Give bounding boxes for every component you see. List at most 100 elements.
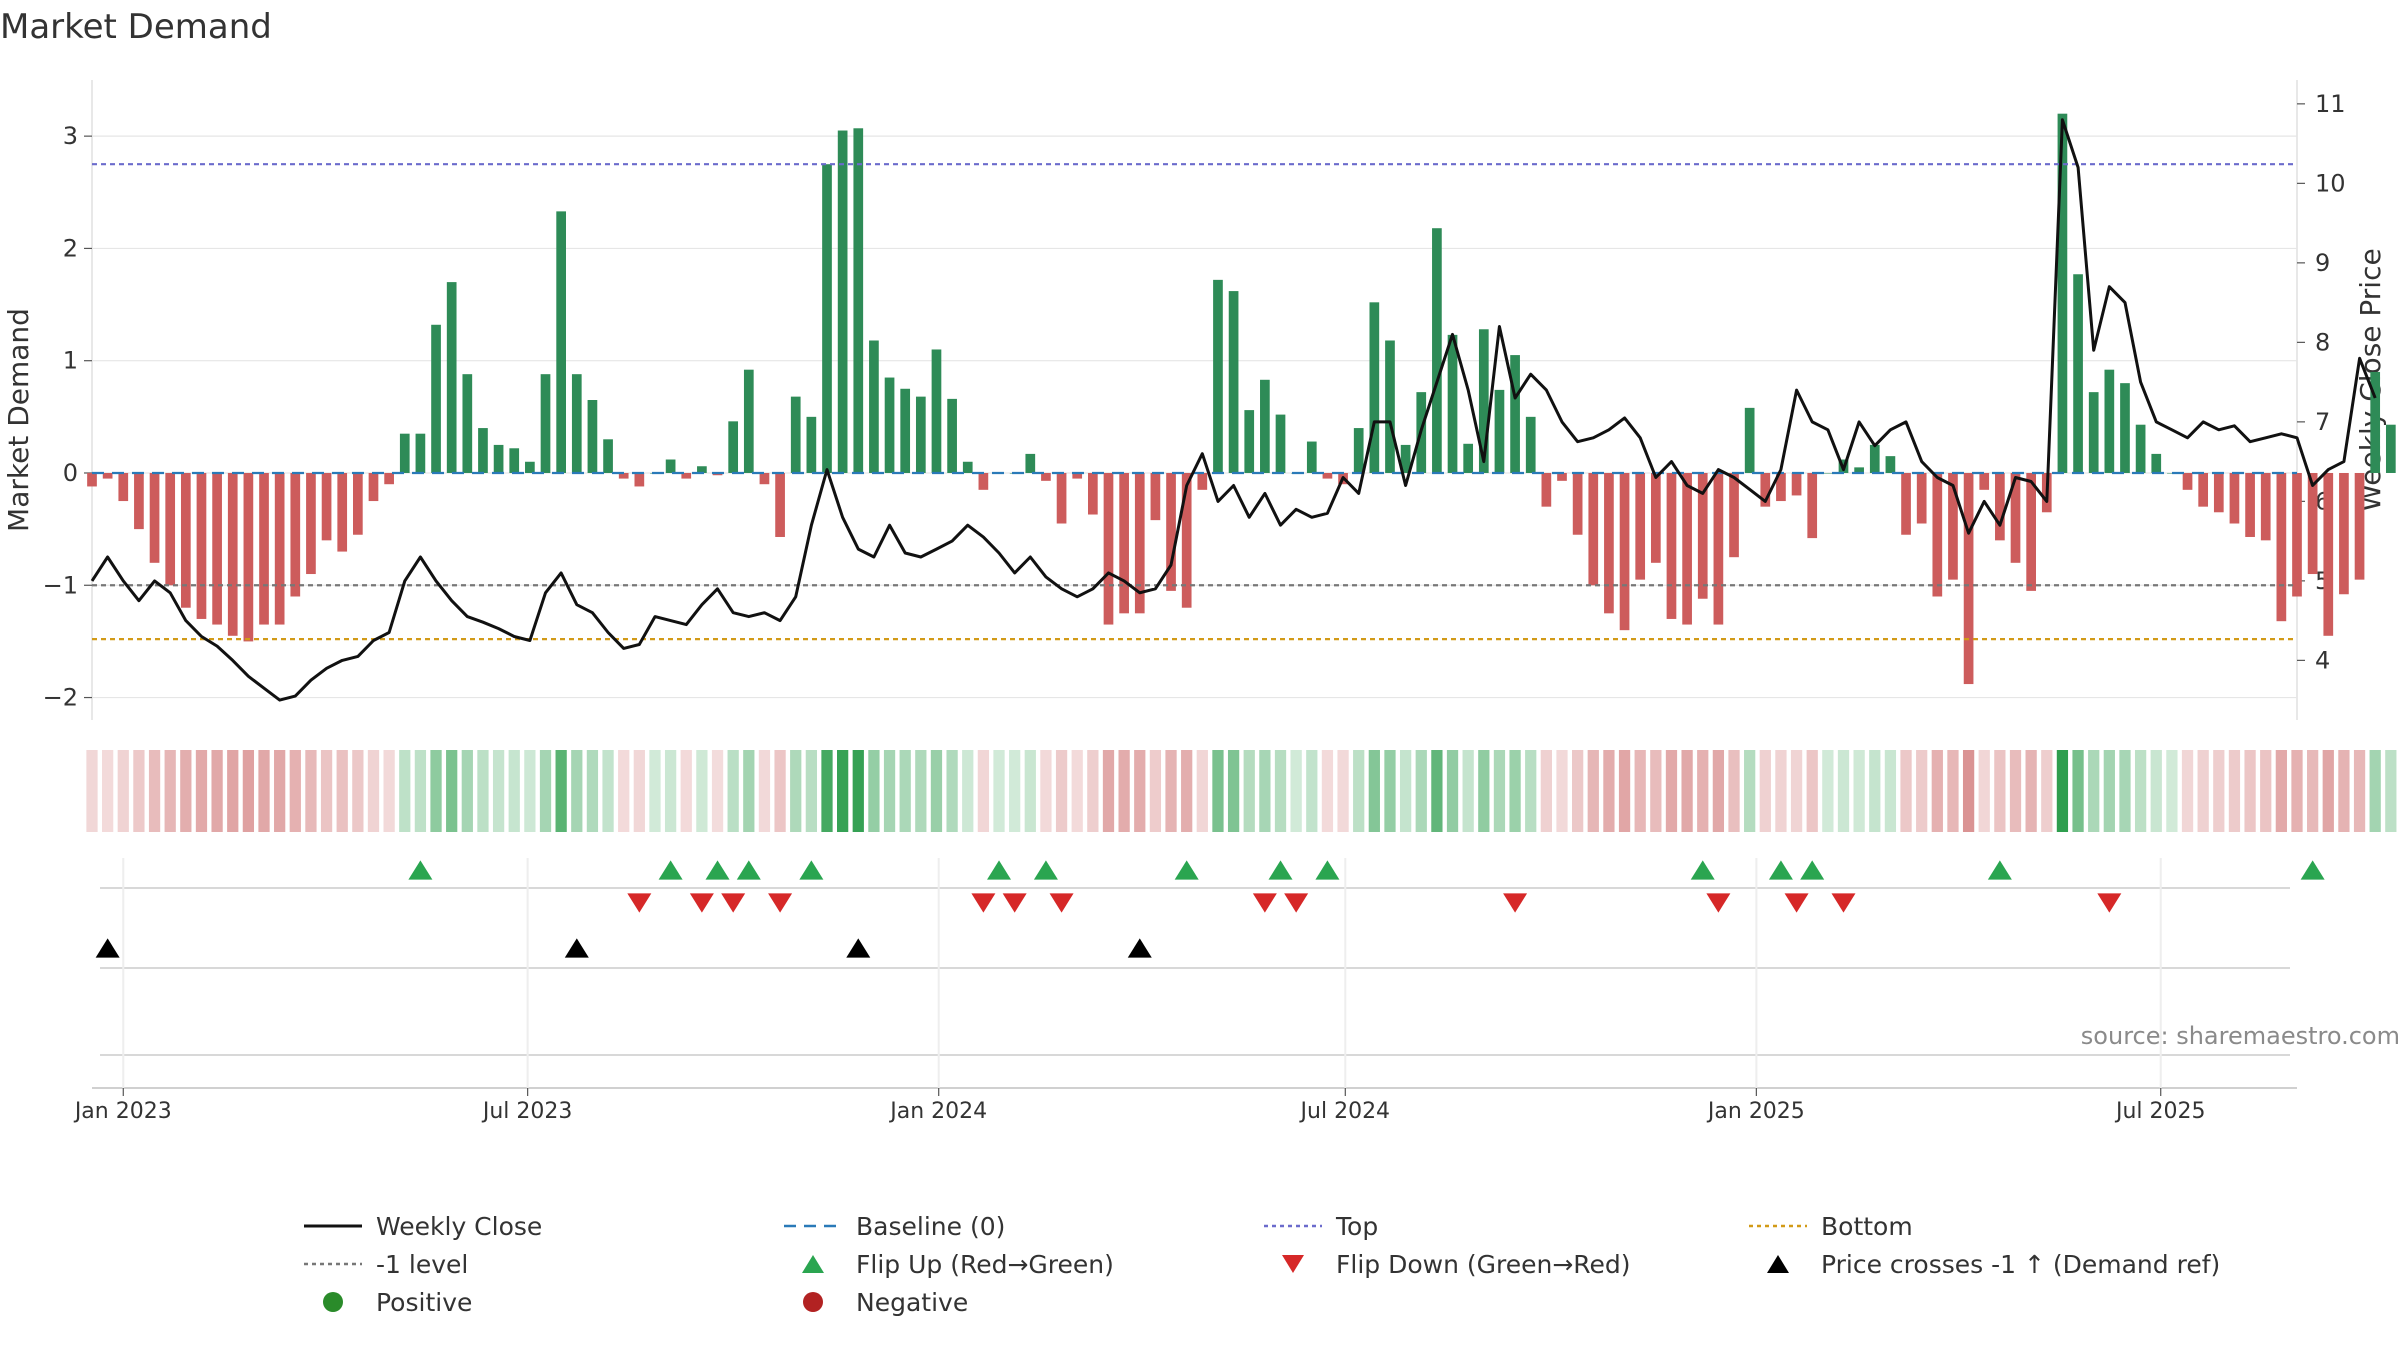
heat-strip-cell: [837, 750, 849, 832]
legend-label: -1 level: [376, 1249, 469, 1279]
heat-strip-cell: [664, 750, 677, 832]
heat-strip-cell: [1290, 750, 1302, 832]
flip-up-marker: [408, 860, 433, 880]
legend-key-dot-line: [304, 1262, 362, 1266]
heat-strip-cell: [211, 750, 223, 832]
demand-bar: [1948, 472, 1958, 580]
demand-bar: [1807, 472, 1818, 539]
heat-strip-cell: [2260, 750, 2272, 832]
heat-strip-cell: [1931, 750, 1943, 832]
demand-bar: [587, 400, 598, 473]
demand-bar: [1525, 416, 1536, 473]
demand-bar: [1166, 472, 1176, 591]
demand-bar: [2167, 472, 2177, 474]
demand-bar: [1666, 472, 1677, 619]
flip-up-marker: [1690, 860, 1715, 880]
legend-item: Flip Down (Green→Red): [1260, 1246, 1631, 1282]
demand-bar: [1494, 389, 1505, 473]
demand-bar: [493, 444, 504, 473]
x-tick-label: Jan 2024: [888, 1099, 987, 1124]
flip-up-marker: [658, 860, 683, 880]
demand-bar: [728, 421, 739, 473]
heat-strip-cell: [1181, 750, 1193, 832]
y-tick-label: −1: [43, 571, 78, 599]
heat-strip-cell: [414, 750, 427, 832]
demand-bar: [1385, 340, 1395, 473]
legend-label: Bottom: [1821, 1211, 1913, 1241]
heat-strip-cell: [1212, 750, 1224, 832]
flip-up-marker: [1768, 860, 1793, 880]
demand-bar: [1400, 444, 1411, 473]
heat-strip-cell: [2338, 750, 2350, 832]
legend-key-triangle-up: [802, 1255, 824, 1273]
demand-bar: [931, 349, 942, 473]
demand-bar: [900, 388, 911, 473]
heat-strip-cell: [336, 750, 348, 832]
heat-strip-cell: [1071, 750, 1083, 832]
y2-tick-label: 4: [2315, 646, 2330, 674]
heat-strip-cell: [1790, 750, 1803, 832]
heat-strip-cell: [821, 750, 833, 832]
demand-bar: [1447, 334, 1458, 473]
heat-strip-cell: [1415, 750, 1427, 832]
heat-strip-cell: [1634, 750, 1646, 832]
heat-strip-cell: [696, 750, 708, 832]
heat-strip-cell: [1556, 750, 1568, 832]
demand-bar: [822, 164, 832, 473]
demand-bar: [2307, 472, 2318, 575]
demand-bar: [978, 472, 989, 490]
demand-bar: [775, 472, 785, 537]
heat-strip-cell: [446, 750, 458, 832]
heat-strip-cell: [2056, 750, 2069, 832]
heat-strip-cell: [2072, 750, 2084, 832]
heat-strip-cell: [602, 750, 614, 832]
demand-bar: [681, 472, 692, 479]
heat-strip-cell: [2181, 750, 2194, 832]
demand-bar: [368, 472, 379, 502]
heat-strip-cell: [164, 750, 176, 832]
demand-bar: [1572, 472, 1583, 535]
x-tick-label: Jul 2025: [2114, 1099, 2206, 1124]
demand-bar: [399, 433, 410, 473]
demand-bar: [259, 472, 269, 625]
demand-bar: [431, 324, 441, 473]
legend-label: Baseline (0): [856, 1211, 1006, 1241]
demand-bar: [1916, 472, 1927, 524]
heat-strip-cell: [2197, 750, 2209, 832]
x-tick-label: Jan 2023: [73, 1099, 172, 1124]
heat-strip-cell: [242, 750, 255, 832]
y-tick-label: 3: [63, 122, 78, 150]
legend-key-dot-line: [1264, 1224, 1322, 1228]
heat-strip-cell: [555, 750, 567, 832]
chart-title: Market Demand: [0, 7, 272, 47]
heat-strip-cell: [1368, 750, 1380, 832]
heat-strip-cell: [195, 750, 208, 832]
heat-strip-cell: [2322, 750, 2334, 832]
legend-key-triangle-down: [1282, 1255, 1304, 1273]
heat-strip-cell: [727, 750, 739, 832]
x-tick-label: Jan 2025: [1706, 1099, 1805, 1124]
demand-bar: [384, 472, 394, 485]
heat-strip-cell: [1040, 750, 1052, 832]
legend-label: Price crosses -1 ↑ (Demand ref): [1821, 1249, 2221, 1279]
y-tick-label: −2: [43, 684, 78, 712]
heat-strip-cell: [133, 750, 145, 832]
demand-bar: [87, 472, 97, 487]
demand-bar: [227, 472, 238, 636]
heat-strip-cell: [1087, 750, 1099, 832]
heat-strip-cell: [1337, 750, 1349, 832]
heat-strip-cell: [2103, 750, 2115, 832]
x-tick-label: Jul 2023: [481, 1099, 573, 1124]
demand-bar: [1885, 456, 1896, 473]
heat-strip-cell: [852, 750, 864, 832]
demand-bar: [1119, 472, 1129, 614]
demand-bar: [915, 396, 926, 473]
flip-down-marker: [2097, 893, 2122, 913]
heat-strip-cell: [524, 750, 536, 832]
heat-strip-cell: [2369, 750, 2381, 832]
legend-item: Bottom: [1745, 1208, 1913, 1244]
heat-strip-cell: [289, 750, 301, 832]
y2-tick-label: 10: [2315, 169, 2346, 197]
demand-heat-strip: [86, 750, 2397, 832]
